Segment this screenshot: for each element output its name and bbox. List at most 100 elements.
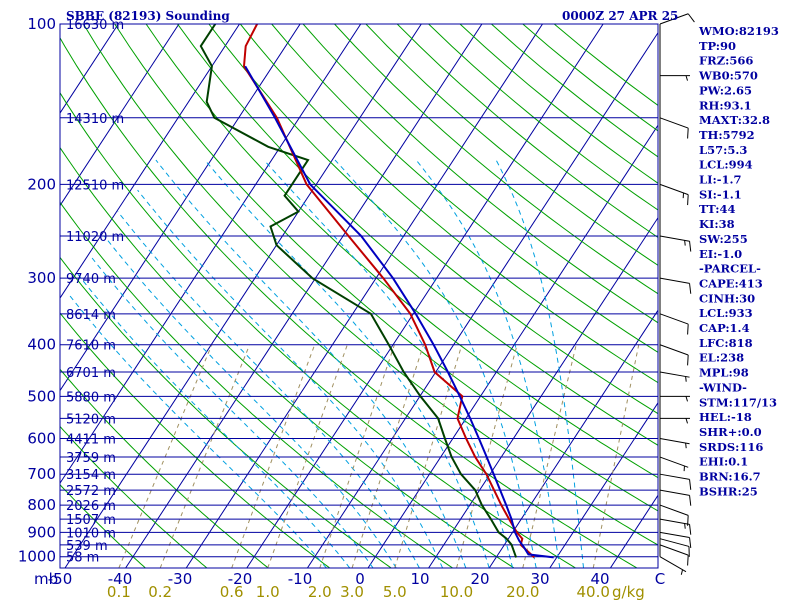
temperature-tick-label: -40 (108, 570, 133, 588)
stability-index: HEL:-18 (699, 410, 752, 424)
wind-barb (659, 538, 690, 547)
height-label: 539 m (66, 539, 108, 554)
pressure-label: 100 (27, 15, 56, 33)
parcel-profile (244, 65, 554, 559)
wind-barb (659, 277, 690, 284)
stability-index: BRN:16.7 (699, 470, 761, 484)
wind-barb-half-feather (685, 418, 688, 424)
stability-index: EI:-1.0 (699, 247, 742, 261)
wind-barb-feather (687, 515, 689, 526)
isotherm (488, 309, 658, 568)
height-label: 8614 m (66, 308, 116, 323)
stability-index: STM:117/13 (699, 395, 777, 409)
sounding-curves (199, 24, 554, 559)
height-label: 1010 m (66, 526, 116, 541)
wind-barb-half-feather (685, 396, 688, 402)
temperature-tick-label: -20 (228, 570, 253, 588)
wind-barb-feather (689, 495, 692, 506)
stability-index: MPL:98 (699, 366, 749, 380)
mixing-ratio-label: 2.0 (308, 583, 332, 600)
wind-barb-feather (689, 524, 692, 535)
dry-adiabat (60, 368, 269, 568)
stability-index: CAPE:413 (699, 276, 763, 290)
height-label: 2026 m (66, 499, 116, 514)
stability-index: LCL:994 (699, 158, 753, 172)
wind-barb (659, 504, 689, 516)
stability-index: SHR+:0.0 (699, 425, 762, 439)
stability-index: LFC:818 (699, 336, 753, 350)
height-label: 12510 m (66, 178, 124, 193)
pressure-label: 300 (27, 269, 56, 287)
stability-index: RH:93.1 (699, 98, 752, 112)
wind-barb (659, 473, 690, 480)
pressure-label: 400 (27, 336, 56, 354)
wind-barb-feather (687, 13, 695, 23)
height-label: 3154 m (66, 468, 116, 483)
wind-barb (659, 13, 689, 25)
stability-index: WMO:82193 (698, 24, 779, 38)
station-title: SBBE (82193) Sounding (66, 9, 230, 23)
isotherm (185, 24, 543, 568)
mixing-ratio-line (394, 344, 463, 568)
pressure-label: 500 (27, 387, 56, 405)
isotherm (60, 24, 301, 392)
height-label: 58 m (66, 551, 99, 566)
moist-adiabat (67, 292, 327, 568)
dry-adiabat (365, 24, 658, 266)
stability-index: FRZ:566 (699, 54, 753, 68)
dry-adiabat (271, 24, 658, 353)
wind-barb (659, 489, 690, 496)
mixing-ratio-label: 40.0 (577, 583, 610, 600)
temperature-tick-label: 20 (470, 570, 489, 588)
mixing-ratio-label: 20.0 (506, 583, 539, 600)
stability-index: CINH:30 (699, 291, 755, 305)
temperature-tick-label: 40 (590, 570, 609, 588)
moist-adiabat (103, 235, 397, 568)
stability-index: TH:5792 (699, 128, 755, 142)
stability-index: TP:90 (699, 39, 736, 53)
isotherm (64, 24, 422, 568)
pressure-label: 900 (27, 523, 56, 541)
pressure-label: 200 (27, 175, 56, 193)
dry-adiabat (60, 146, 515, 568)
dry-adiabat (60, 201, 453, 568)
stability-index: LCL:933 (699, 306, 753, 320)
height-label: 3759 m (66, 451, 116, 466)
wind-barb (659, 556, 687, 573)
wind-barb-feather (687, 324, 689, 335)
stability-index: LI:-1.7 (699, 173, 742, 187)
stability-index: BSHR:25 (699, 484, 758, 498)
isotherm (0, 24, 58, 568)
wind-barb-feather (687, 354, 689, 366)
dry-adiabat (60, 256, 392, 568)
stability-index: KI:38 (699, 217, 735, 231)
mixing-ratio-label: 0.1 (107, 583, 131, 600)
wind-barb (659, 313, 689, 325)
dry-adiabat (114, 24, 658, 512)
height-label: 1507 m (66, 513, 116, 528)
temperature-tick-label: -30 (168, 570, 193, 588)
wind-barb-feather (689, 241, 692, 252)
height-label: 4411 m (66, 433, 116, 448)
mixing-ratio-line (118, 344, 213, 568)
mixing-ratio-unit-label: g/kg (612, 583, 645, 600)
mixing-ratio-label: 10.0 (440, 583, 473, 600)
mixing-ratio-line (159, 344, 251, 568)
stability-index: WB0:570 (698, 69, 758, 83)
mixing-ratio-label: 0.2 (148, 583, 172, 600)
moist-adiabat (155, 159, 467, 568)
dry-adiabat (553, 24, 658, 106)
wind-barb-half-feather (685, 75, 688, 81)
temperature-tick-label: 30 (530, 570, 549, 588)
dry-adiabat (208, 24, 658, 415)
height-label: 11020 m (66, 230, 124, 245)
mixing-ratio-line (522, 344, 577, 568)
stability-index: CAP:1.4 (699, 321, 750, 335)
dry-adiabat (60, 312, 331, 568)
diagram-grid (0, 24, 658, 568)
valid-time: 0000Z 27 APR 25 (562, 9, 678, 23)
dry-adiabat (145, 24, 658, 479)
dry-adiabat (82, 24, 658, 546)
